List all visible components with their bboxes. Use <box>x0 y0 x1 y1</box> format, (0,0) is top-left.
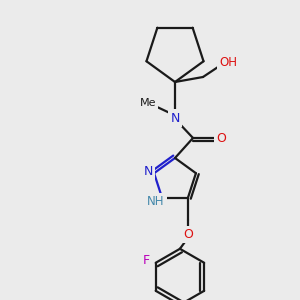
Text: Me: Me <box>140 98 156 108</box>
Text: O: O <box>216 131 226 145</box>
Text: NH: NH <box>147 195 165 208</box>
Text: O: O <box>183 228 193 241</box>
Text: OH: OH <box>219 56 237 70</box>
Text: N: N <box>143 165 153 178</box>
Text: N: N <box>170 112 180 124</box>
Text: F: F <box>143 254 150 267</box>
